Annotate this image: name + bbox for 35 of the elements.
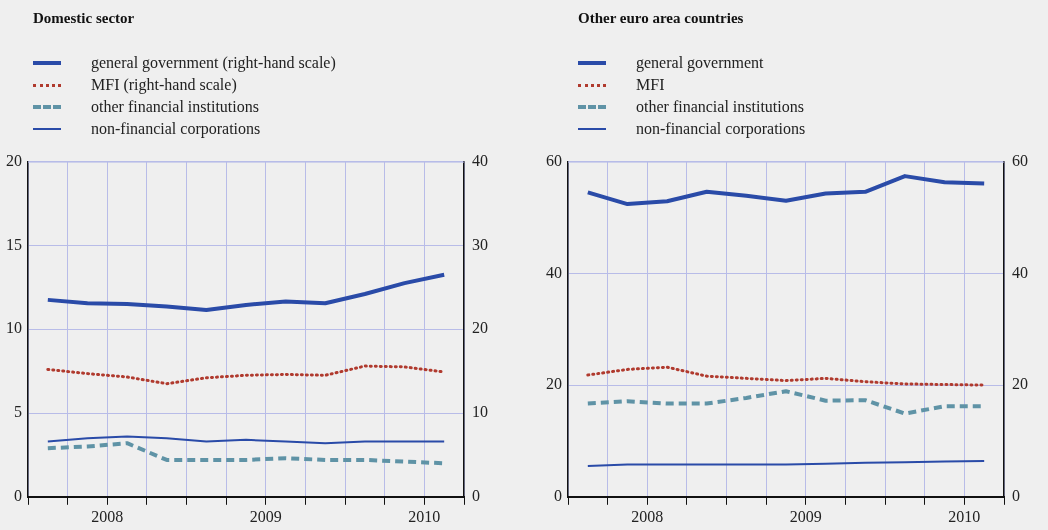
x-tick-label: 2009: [249, 507, 282, 525]
y2-tick-label: 30: [472, 235, 488, 253]
y-tick-label: 60: [546, 151, 562, 169]
y-tick-label: 0: [554, 487, 562, 504]
y-tick-label: 40: [546, 263, 562, 281]
legend-label: other financial institutions: [91, 98, 259, 116]
y2-tick-label: 10: [472, 403, 488, 421]
chart-title: Domestic sector: [33, 10, 135, 27]
x-tick-label: 2010: [408, 507, 441, 525]
legend-label: non-financial corporations: [91, 120, 261, 138]
y2-tick-label: 20: [472, 319, 488, 337]
y2-tick-label: 0: [472, 487, 480, 504]
line-series: [586, 365, 986, 387]
legend-label: non-financial corporations: [636, 120, 806, 138]
y-tick-label: 0: [14, 487, 22, 504]
y2-tick-label: 40: [472, 151, 488, 169]
x-tick-label: 2008: [91, 507, 124, 525]
y-tick-label: 20: [6, 151, 22, 169]
legend-label: general government: [636, 54, 764, 72]
y2-tick-label: 60: [1012, 151, 1028, 169]
legend-label: other financial institutions: [636, 98, 804, 116]
y-tick-label: 10: [6, 319, 22, 337]
y-tick-label: 20: [546, 375, 562, 393]
legend-label: MFI: [636, 76, 665, 94]
x-tick-label: 2009: [789, 507, 822, 525]
y-tick-label: 15: [6, 235, 22, 253]
legend-label: MFI (right-hand scale): [91, 76, 237, 94]
legend-label: general government (right-hand scale): [91, 54, 336, 72]
y2-tick-label: 40: [1012, 263, 1028, 281]
x-tick-label: 2010: [948, 507, 981, 525]
chart-title: Other euro area countries: [578, 10, 744, 27]
y2-tick-label: 0: [1012, 487, 1020, 504]
y-tick-label: 5: [14, 403, 22, 421]
y2-tick-label: 20: [1012, 375, 1028, 393]
x-tick-label: 2008: [631, 507, 664, 525]
